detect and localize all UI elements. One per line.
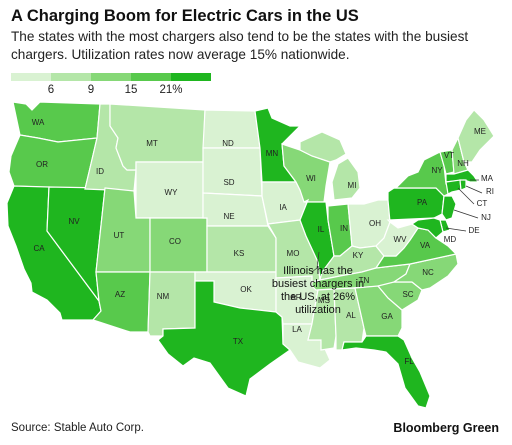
- callout-line-1: Illinois has the: [283, 265, 353, 277]
- state-label-wa: WA: [32, 118, 45, 127]
- legend-tick: 9: [87, 84, 95, 96]
- callout-leader-line: [311, 251, 320, 273]
- state-label-pa: PA: [417, 198, 428, 207]
- state-label-ar: AR: [290, 293, 301, 302]
- state-label-ks: KS: [234, 249, 245, 258]
- state-label-va: VA: [420, 241, 431, 250]
- state-label-mi: MI: [348, 181, 357, 190]
- state-me: [457, 109, 495, 163]
- callout-line-4: utilization: [295, 304, 341, 316]
- legend-swatch-4: [131, 73, 171, 81]
- callout-line-2: busiest chargers in: [272, 278, 364, 290]
- state-label-wi: WI: [306, 174, 316, 183]
- state-ct: [445, 179, 462, 195]
- state-wv: [375, 221, 419, 257]
- state-label-or: OR: [36, 160, 48, 169]
- state-label-nh: NH: [457, 159, 469, 168]
- state-label-wv: WV: [394, 235, 408, 244]
- state-ri: [459, 179, 467, 191]
- state-label-ct: CT: [477, 199, 488, 208]
- legend-tick: 21%: [159, 84, 183, 96]
- state-label-nj: NJ: [481, 213, 491, 222]
- state-vt: [439, 149, 455, 175]
- state-md: [410, 217, 444, 239]
- state-label-sc: SC: [402, 290, 413, 299]
- state-label-mt: MT: [146, 139, 158, 148]
- state-label-ut: UT: [114, 231, 125, 240]
- state-ne: [202, 192, 269, 227]
- leader-line-de: [445, 227, 467, 232]
- leader-line-nj: [453, 209, 479, 219]
- state-label-il: IL: [318, 225, 325, 234]
- state-sd: [202, 147, 263, 197]
- state-label-az: AZ: [115, 290, 125, 299]
- state-label-mn: MN: [266, 149, 279, 158]
- state-label-de: DE: [468, 226, 479, 235]
- state-label-ma: MA: [481, 174, 494, 183]
- state-label-ga: GA: [381, 312, 393, 321]
- state-label-ms: MS: [318, 296, 330, 305]
- state-label-nc: NC: [422, 268, 434, 277]
- state-fl: [341, 335, 431, 409]
- state-label-me: ME: [474, 127, 486, 136]
- legend-swatch-1: [11, 73, 51, 81]
- state-label-mo: MO: [287, 249, 300, 258]
- legend-swatch-2: [51, 73, 91, 81]
- state-nm: [147, 271, 196, 337]
- state-mi: [299, 131, 361, 201]
- chart-title: A Charging Boom for Electric Cars in the…: [11, 7, 359, 25]
- state-nc: [392, 253, 459, 291]
- state-label-nv: NV: [68, 217, 80, 226]
- legend-swatch-3: [91, 73, 131, 81]
- state-label-oh: OH: [369, 219, 381, 228]
- state-label-vt: VT: [444, 151, 454, 160]
- leader-line-ri: [465, 185, 483, 194]
- legend-tick: 15: [124, 84, 138, 96]
- leader-line-ct: [457, 187, 475, 205]
- state-label-ne: NE: [223, 212, 234, 221]
- state-label-ia: IA: [279, 203, 287, 212]
- state-nh: [451, 136, 469, 175]
- brand-logo-text: Bloomberg Green: [393, 421, 499, 435]
- state-mt: [109, 103, 206, 171]
- state-label-co: CO: [169, 237, 181, 246]
- state-label-la: LA: [292, 325, 302, 334]
- state-label-tx: TX: [233, 337, 244, 346]
- legend-tick: 6: [47, 84, 55, 96]
- legend-swatch-5: [171, 73, 211, 81]
- state-label-wy: WY: [165, 188, 179, 197]
- legend-tick-labels: 6 9 15 21%: [11, 84, 211, 98]
- state-label-ny: NY: [431, 166, 443, 175]
- state-label-ca: CA: [33, 244, 45, 253]
- callout-line-3: the US, at 26%: [281, 291, 355, 303]
- state-label-ky: KY: [353, 251, 364, 260]
- state-az: [91, 271, 151, 333]
- state-label-al: AL: [346, 311, 356, 320]
- state-label-id: ID: [96, 167, 104, 176]
- legend-color-bar: [11, 73, 211, 81]
- source-note: Source: Stable Auto Corp.: [11, 422, 144, 434]
- state-label-md: MD: [444, 235, 457, 244]
- state-label-ok: OK: [240, 285, 252, 294]
- state-label-nd: ND: [222, 139, 234, 148]
- us-states-map: WA OR CA NV ID MT WY UT AZ CO NM ND SD N…: [6, 101, 495, 409]
- state-label-ri: RI: [486, 187, 494, 196]
- state-label-in: IN: [340, 224, 348, 233]
- state-label-tn: TN: [359, 276, 370, 285]
- chart-subtitle: The states with the most chargers also t…: [11, 29, 469, 62]
- state-nj: [441, 195, 457, 221]
- illinois-callout: Illinois has the busiest chargers in the…: [272, 265, 364, 316]
- state-label-sd: SD: [223, 178, 234, 187]
- state-tx: [157, 280, 291, 397]
- state-label-nm: NM: [157, 292, 170, 301]
- color-legend: 6 9 15 21%: [11, 73, 211, 98]
- state-or: [8, 134, 98, 190]
- state-label-fl: FL: [404, 357, 414, 366]
